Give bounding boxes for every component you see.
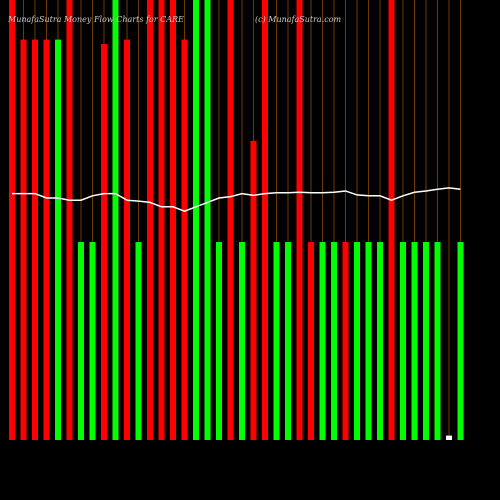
bar — [101, 44, 107, 440]
bar — [365, 242, 372, 440]
bar — [285, 242, 291, 440]
bar — [227, 0, 234, 440]
chart-subtitle: (c) MunafaSutra.com — [255, 15, 342, 24]
bar — [124, 39, 130, 440]
bar — [262, 0, 268, 440]
chart-title: MunafaSutra Money Flow Charts for CARE — [7, 15, 184, 24]
bar — [423, 242, 429, 440]
bar — [354, 242, 360, 440]
bar — [377, 242, 383, 440]
bar — [331, 242, 337, 440]
bar — [400, 242, 406, 440]
bar — [20, 39, 27, 440]
bar — [181, 39, 188, 440]
bar — [434, 242, 441, 440]
bar — [193, 0, 199, 440]
bar — [32, 39, 38, 440]
bar — [411, 242, 418, 440]
bar — [55, 39, 61, 440]
money-flow-line — [12, 187, 461, 213]
bar — [296, 0, 303, 440]
bar — [308, 242, 314, 440]
bar — [89, 242, 96, 440]
bar — [457, 242, 464, 440]
bar — [112, 0, 119, 440]
bar — [388, 0, 395, 440]
bar — [204, 0, 211, 440]
bar — [170, 0, 176, 440]
bar — [342, 242, 349, 440]
bar — [66, 0, 73, 440]
bar — [319, 242, 326, 440]
bar — [158, 0, 165, 440]
bar — [250, 140, 257, 441]
bar — [135, 242, 142, 440]
bar — [9, 0, 15, 440]
bar — [216, 242, 222, 440]
bar — [147, 0, 153, 440]
bar — [43, 39, 50, 440]
bar — [446, 435, 452, 440]
bar — [78, 242, 84, 440]
bar — [273, 242, 280, 440]
bar — [239, 242, 245, 440]
